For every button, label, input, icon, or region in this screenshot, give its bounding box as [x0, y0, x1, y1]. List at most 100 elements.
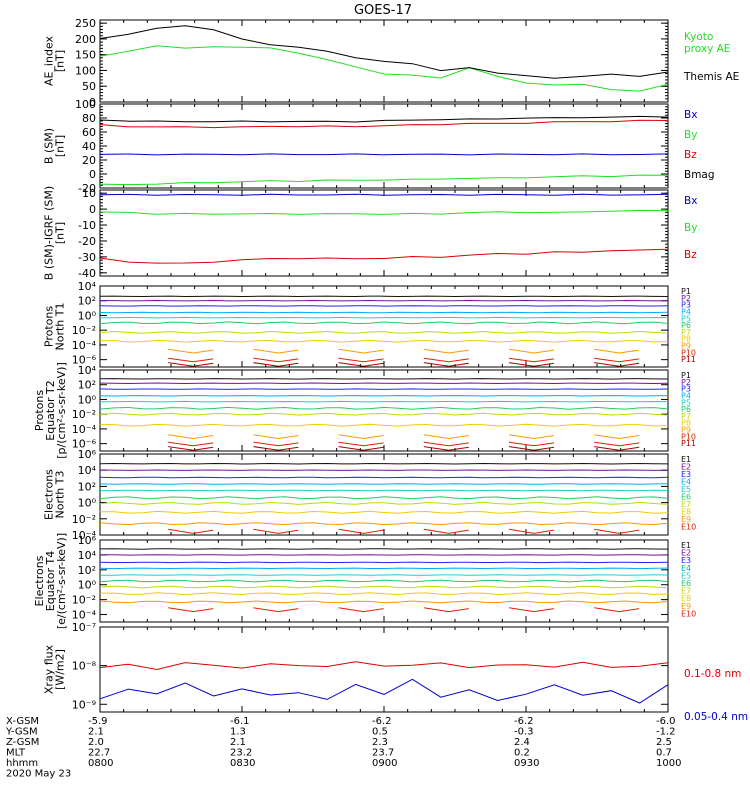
flux-channel-segment — [424, 608, 469, 612]
x-axis-value: 0830 — [230, 758, 255, 769]
flux-channel-segment — [253, 349, 298, 353]
flux-channel-segment — [253, 608, 298, 612]
flux-channel-segment — [424, 363, 469, 367]
panel-frame — [100, 454, 668, 535]
x-axis-row-label: MLT — [6, 748, 26, 759]
x-axis-value: -1.2 — [656, 727, 676, 738]
flux-channel-line — [100, 523, 668, 525]
series-line — [100, 26, 668, 79]
panel-frame — [100, 370, 668, 451]
x-axis-value: -6.0 — [656, 716, 676, 727]
y-axis-label: [p/(cm²-s-sr-keV)] — [55, 362, 68, 459]
flux-channel-segment — [594, 442, 639, 446]
flux-channel-segment — [339, 447, 384, 451]
x-axis-value: -6.1 — [230, 716, 250, 727]
legend-label: Kyoto — [684, 31, 713, 43]
y-tick-label: 10⁻² — [72, 324, 96, 337]
y-axis-label: North T1 — [54, 303, 67, 351]
legend-label: 0.05-0.4 nm — [684, 711, 748, 723]
y-tick-label: 50 — [82, 80, 96, 93]
legend-label: proxy AE — [684, 43, 730, 55]
flux-channel-segment — [424, 447, 469, 451]
series-line — [100, 46, 668, 91]
y-tick-label: 10⁻⁹ — [72, 698, 96, 711]
flux-channel-line — [100, 389, 668, 390]
flux-channel-segment — [253, 435, 298, 439]
flux-channel-segment — [168, 529, 213, 533]
flux-channel-segment — [253, 447, 298, 451]
flux-channel-line — [100, 407, 668, 409]
flux-channel-line — [100, 580, 668, 582]
y-tick-label: 10⁻⁷ — [72, 621, 96, 634]
plot-title: GOES-17 — [354, 3, 412, 18]
x-axis-value: -0.3 — [514, 727, 534, 738]
x-axis-value: 2.5 — [656, 737, 672, 748]
flux-channel-segment — [168, 447, 213, 451]
series-line — [100, 210, 668, 214]
flux-channel-line — [100, 490, 668, 491]
flux-channel-segment — [168, 442, 213, 446]
y-tick-label: 200 — [75, 33, 96, 46]
y-tick-label: 10⁻⁸ — [72, 660, 97, 673]
flux-channel-segment — [168, 363, 213, 367]
x-axis-value: 22.7 — [88, 748, 110, 759]
x-axis-value: 1.3 — [230, 727, 246, 738]
flux-channel-segment — [509, 435, 554, 439]
y-tick-label: 10 — [82, 187, 96, 200]
y-axis-label: North T3 — [54, 471, 67, 519]
panel-3: 100-10-20-30-40B (SM)-IGRF (SM)[nT]BxByB… — [43, 186, 698, 280]
y-tick-label: 10⁰ — [78, 393, 97, 406]
y-tick-label: 10⁻² — [72, 513, 96, 526]
flux-channel-segment — [339, 358, 384, 362]
flux-channel-line — [100, 332, 668, 334]
flux-channel-segment — [339, 529, 384, 533]
series-line — [100, 154, 668, 155]
flux-channel-segment — [594, 358, 639, 362]
y-tick-label: -30 — [78, 251, 96, 264]
y-tick-label: 60 — [82, 126, 96, 139]
y-tick-label: 20 — [82, 154, 96, 167]
y-tick-label: 10⁴ — [78, 280, 97, 293]
y-tick-label: 10⁴ — [78, 364, 97, 377]
y-tick-label: 10⁻⁴ — [72, 609, 97, 622]
channel-label: E10 — [681, 523, 696, 532]
x-axis-value: 0800 — [88, 758, 113, 769]
y-tick-label: 250 — [75, 17, 96, 30]
y-tick-label: 0 — [89, 168, 96, 181]
y-tick-label: -10 — [78, 219, 96, 232]
flux-channel-line — [100, 424, 668, 426]
x-axis-value: 2.0 — [88, 737, 104, 748]
flux-channel-line — [100, 322, 668, 324]
x-axis-row-label: hhmm — [6, 758, 38, 769]
panel-frame — [100, 286, 668, 367]
flux-channel-segment — [594, 447, 639, 451]
flux-channel-segment — [424, 529, 469, 533]
flux-channel-line — [100, 562, 668, 563]
y-tick-label: 100 — [75, 64, 96, 77]
flux-channel-segment — [339, 349, 384, 353]
y-tick-label: 40 — [82, 140, 96, 153]
flux-channel-segment — [594, 529, 639, 533]
x-axis-value: 23.7 — [372, 748, 394, 759]
x-axis-value: 2.3 — [372, 737, 388, 748]
y-tick-label: 10⁶ — [78, 448, 97, 461]
x-axis-value: 0930 — [514, 758, 539, 769]
flux-channel-segment — [424, 358, 469, 362]
y-tick-label: 10⁰ — [78, 579, 97, 592]
flux-channel-segment — [253, 529, 298, 533]
y-axis-label: [W/m2] — [54, 649, 67, 690]
x-axis-value: -6.2 — [514, 716, 534, 727]
flux-channel-segment — [594, 349, 639, 353]
x-axis-value: 23.2 — [230, 748, 252, 759]
y-tick-label: 10² — [78, 379, 96, 392]
flux-channel-segment — [424, 435, 469, 439]
y-tick-label: 10⁻⁴ — [72, 339, 97, 352]
legend-label: Bmag — [684, 169, 715, 181]
y-tick-label: 80 — [82, 112, 96, 125]
flux-channel-line — [100, 497, 668, 499]
legend-label: Bz — [684, 249, 697, 261]
x-axis-value: 1000 — [656, 758, 681, 769]
